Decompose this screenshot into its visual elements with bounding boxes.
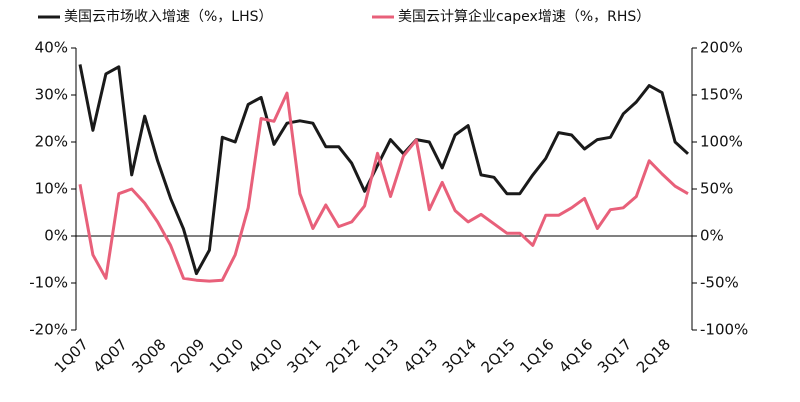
x-tick-label: 3Q11 (284, 335, 325, 376)
y-tick-label: 20% (35, 133, 68, 151)
series-line (78, 91, 689, 283)
y2-tick-label: -100% (700, 321, 748, 339)
x-tick-label: 3Q08 (128, 335, 169, 376)
legend-label: 美国云计算企业capex增速（%，RHS） (398, 8, 650, 25)
x-tick-label: 2Q18 (633, 335, 674, 376)
y-tick-label: 40% (35, 39, 68, 57)
x-tick-label: 2Q15 (478, 335, 519, 376)
x-tick-label: 3Q17 (594, 335, 635, 376)
y2-tick-label: 100% (700, 133, 743, 151)
y-tick-label: -20% (29, 321, 68, 339)
y-tick-label: 0% (44, 227, 68, 245)
x-tick-label: 1Q13 (361, 335, 402, 376)
legend-label: 美国云市场收入增速（%，LHS） (64, 8, 273, 25)
x-tick-label: 1Q10 (206, 335, 247, 376)
y-tick-label: 30% (35, 86, 68, 104)
x-tick-label: 4Q10 (245, 335, 286, 376)
y2-tick-label: 0% (700, 227, 724, 245)
x-tick-label: 4Q16 (555, 335, 596, 376)
y2-tick-label: 50% (700, 180, 733, 198)
series-line (78, 64, 690, 276)
x-tick-label: 1Q16 (516, 335, 557, 376)
legend: 美国云市场收入增速（%，LHS） 美国云计算企业capex增速（%，RHS） (38, 8, 650, 25)
y-tick-label: -10% (29, 274, 68, 292)
y2-tick-label: 200% (700, 39, 743, 57)
x-tick-label: 4Q07 (89, 335, 130, 376)
x-tick-label: 2Q09 (167, 335, 208, 376)
y-tick-label: 10% (35, 180, 68, 198)
x-tick-label: 1Q07 (51, 335, 92, 376)
y2-tick-label: 150% (700, 86, 743, 104)
x-tick-label: 3Q14 (439, 335, 480, 376)
y2-tick-label: -50% (700, 274, 739, 292)
x-tick-label: 2Q12 (322, 335, 363, 376)
x-tick-label: 4Q13 (400, 335, 441, 376)
